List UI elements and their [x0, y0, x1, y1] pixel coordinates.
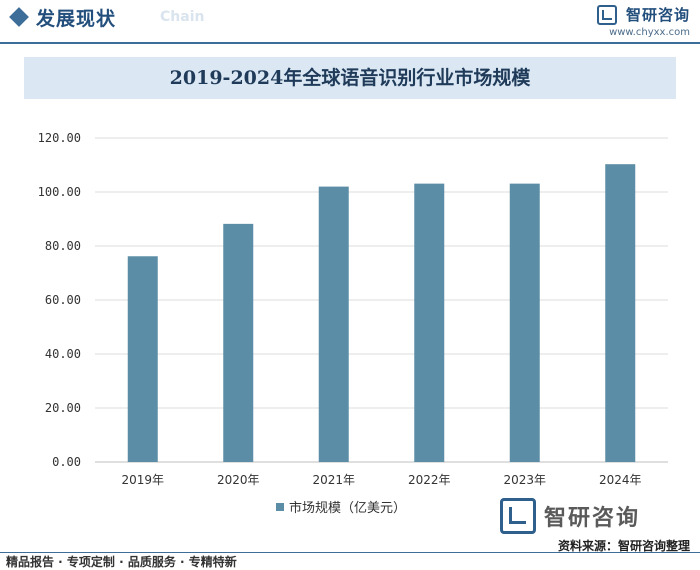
brand: 智研咨询 www.chyxx.com [596, 4, 690, 38]
y-tick-label: 0.00 [52, 455, 81, 469]
bar [414, 183, 445, 462]
brand-name: 智研咨询 [625, 6, 690, 24]
x-tick-label: 2021年 [312, 473, 355, 487]
x-tick-label: 2022年 [408, 473, 451, 487]
bar [223, 223, 254, 462]
legend: 市场规模（亿美元） [276, 497, 406, 516]
x-tick-label: 2024年 [599, 473, 642, 487]
y-tick-label: 60.00 [45, 293, 81, 307]
y-tick-label: 40.00 [45, 347, 81, 361]
y-tick-label: 120.00 [38, 131, 81, 145]
footer-bar: 精品报告 · 专项定制 · 品质服务 · 专精特新 [0, 552, 700, 569]
header-divider [0, 42, 700, 44]
brand-url: www.chyxx.com [609, 27, 690, 38]
header: 发展现状 Chain 智研咨询 www.chyxx.com [0, 0, 700, 40]
footer-logo-text: 智研咨询 [544, 506, 641, 531]
bar [127, 256, 158, 462]
logo-icon [500, 498, 536, 534]
y-tick-label: 20.00 [45, 401, 81, 415]
legend-swatch [276, 502, 284, 511]
x-tick-label: 2023年 [503, 473, 546, 487]
footer-logo: 智研咨询 [500, 498, 640, 534]
legend-label: 市场规模（亿美元） [289, 501, 407, 516]
source-note: 资料来源：智研咨询整理 [557, 539, 690, 553]
y-tick-label: 80.00 [45, 239, 81, 253]
x-tick-label: 2019年 [121, 473, 164, 487]
x-tick-label: 2020年 [217, 473, 260, 487]
bar [605, 164, 636, 462]
logo-icon [596, 4, 617, 25]
chart-title: 2019-2024年全球语音识别行业市场规模 [169, 67, 531, 89]
section-title: 发展现状 [36, 8, 117, 30]
y-tick-label: 100.00 [38, 185, 81, 199]
footer-divider [0, 552, 700, 553]
bar [509, 183, 540, 462]
chart-title-bar: 2019-2024年全球语音识别行业市场规模 [24, 57, 676, 99]
footer-tagline: 精品报告 · 专项定制 · 品质服务 · 专精特新 [6, 555, 237, 569]
bar [318, 186, 349, 462]
section-subtitle: Chain [160, 9, 205, 25]
